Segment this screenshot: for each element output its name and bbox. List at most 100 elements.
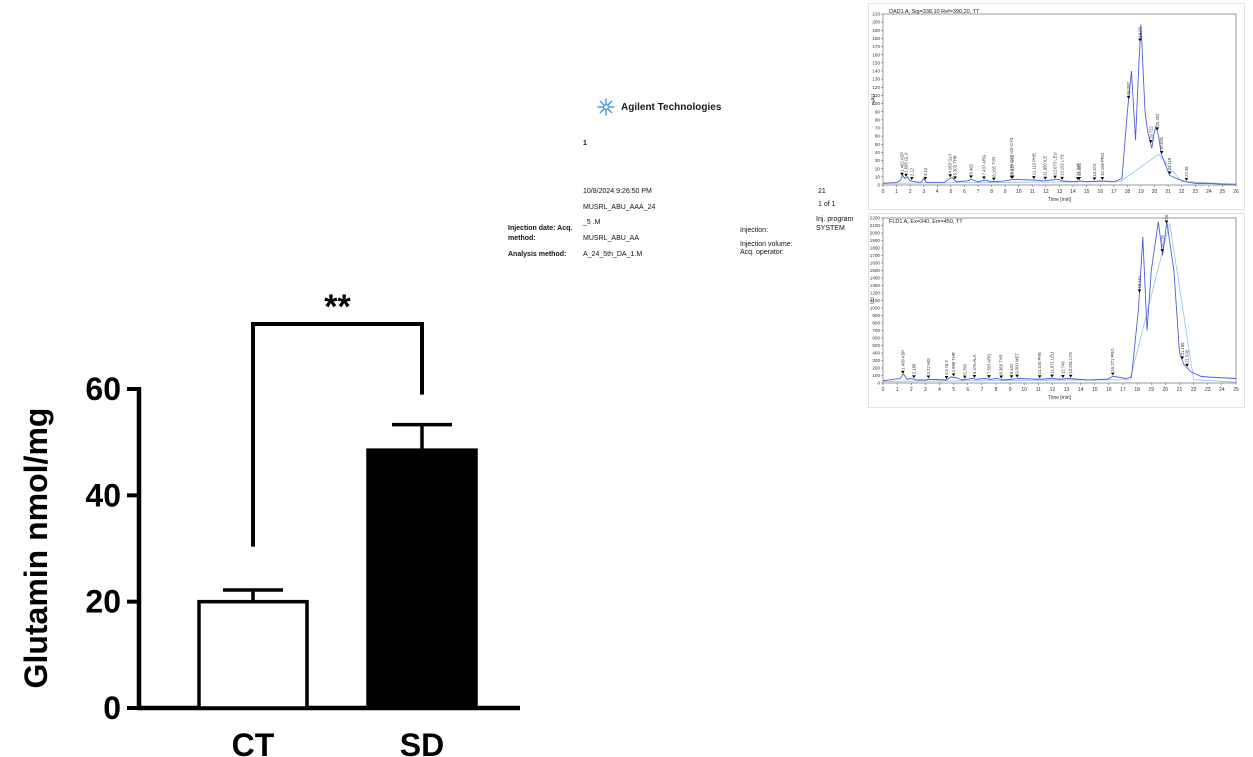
fld-peak-marker [1137,289,1142,293]
fld-x-tick-label: 4 [938,387,941,393]
dad-peak-marker [904,173,908,177]
fld-x-tick-label: 15 [1092,387,1098,393]
dad-x-tick-label: 13 [1057,189,1063,195]
fld-peak-marker [987,375,991,379]
fld-y-tick-label: 1400 [870,276,881,281]
significance-bracket [251,322,424,547]
fld-peak-marker [1110,372,1115,376]
fld-y-tick-label: 2100 [870,223,881,228]
fld-peak-label: 4.5 GLY [944,360,949,375]
agilent-logo: Agilent Technologies [597,98,721,116]
bar-sd [366,448,478,710]
fld-peak-marker [951,373,956,377]
fld-peak-label: 9.102 [1009,363,1014,374]
fld-y-tick-label: 1100 [870,298,880,303]
dad-x-tick-label: 3 [922,189,925,195]
dad-baseline [882,153,1237,185]
dad-x-tick-label: 18 [1125,189,1131,195]
fld-x-tick-label: 19 [1148,387,1154,393]
dad-peak-marker [1060,176,1064,180]
dad-peak-label: 18.93 [1138,26,1143,37]
dad-y-tick-label: 170 [872,44,880,49]
dad-peak-label: 1.402 ASP [900,152,905,172]
fld-x-tick-label: 18 [1134,387,1140,393]
dad-peak-marker [1159,150,1164,154]
fld-x-tick-label: 16 [1106,387,1112,393]
fld-peak-label: 13.291 LYS [1068,352,1073,374]
report-method-label: method: [508,235,536,242]
dad-peak-marker [900,172,904,176]
fld-x-tick-label: 9 [1009,387,1012,393]
dad-peak-label: 5.302 THR [952,155,957,175]
fld-peak-label: 3.22 HIS [926,358,931,375]
fld-peak-label: 21.195 [1180,342,1185,355]
dad-y-tick-label: 60 [875,134,881,139]
fld-x-tick-label: 0 [882,387,885,393]
dad-peak-label: 13.192 LYS [1060,154,1065,176]
dad-peak-marker [1077,176,1082,180]
y-tick-label-60: 60 [85,371,121,407]
fld-x-tick-label: 23 [1205,387,1211,393]
dad-y-tick-label: 130 [872,77,880,82]
dad-peak-marker [1032,176,1036,180]
fld-x-tick-label: 13 [1064,387,1070,393]
dad-x-tick-label: 24 [1206,189,1212,195]
report-acq-method: MUSRL_ABU_AA [583,235,640,242]
fld-peak-marker [1068,374,1073,378]
fld-y-tick-label: 400 [872,351,880,356]
agilent-logo-text: Agilent Technologies [621,101,722,113]
dad-peak-label: 19.722 [1148,126,1153,139]
dad-peak-marker [948,174,953,178]
dad-peak-label: 15.574 [1092,163,1097,176]
dad-peak-marker [909,177,914,181]
fld-peak-marker [972,374,977,378]
fld-y-tick-label: 600 [872,336,880,341]
fld-y-tick-label: 1700 [870,253,881,258]
fld-peak-label: 12.746 [1060,361,1065,374]
dad-x-tick-label: 0 [882,189,885,195]
fld-x-tick-label: 2 [910,387,913,393]
dad-y-tick-label: 50 [875,142,881,147]
dad-y-axis-label: mAU [871,94,877,106]
fld-peak-marker [1050,374,1054,378]
dad-peak-label: 20.202 [1155,113,1160,126]
report-seq-suffix: _5 .M [583,219,601,226]
fld-x-tick-label: 22 [1191,387,1197,393]
fld-y-tick-label: 1300 [870,283,881,288]
fld-y-tick-label: 100 [872,373,880,378]
dad-peak-label: 11.110 PHE [1031,153,1036,175]
fld-peak-label: 19.779 [1160,235,1165,248]
dad-y-tick-label: 80 [875,117,881,122]
fld-x-tick-label: 11 [1036,387,1041,393]
fld-y-axis-label: LU [870,297,876,304]
report-inj-program-value: SYSTEM [816,225,845,232]
dad-peak-marker [992,177,996,181]
dad-peak-marker [1148,140,1153,144]
dad-y-tick-label: 120 [872,85,880,90]
fld-y-tick-label: 1900 [870,238,881,243]
y-axis-label: Glutamin nmol/mg [18,408,54,689]
dad-x-tick-label: 2 [909,189,912,195]
fld-x-tick-label: 10 [1021,387,1027,393]
report-datetime: 10/8/2024 9:26:50 PM [583,188,652,195]
glutamin-bar-chart: 0 20 40 60 Glutamin nmol/mg CT SD ** [18,288,520,757]
fld-x-tick-label: 14 [1078,387,1084,393]
dad-peak-marker [1100,176,1105,180]
fld-peak-marker [912,375,916,379]
fld-peak-label: 1.409 ASP [900,350,905,370]
fld-x-tick-label: 21 [1177,387,1183,393]
fld-y-tick-label: 700 [872,328,880,333]
fld-x-tick-label: 25 [1233,387,1239,393]
fld-x-tick-label: 6 [966,387,969,393]
dad-x-tick-label: 22 [1179,189,1185,195]
x-tick-label-ct: CT [232,727,275,757]
dad-x-tick-label: 23 [1192,189,1198,195]
report-injection-volume-label: Injection volume: [740,241,793,248]
fld-y-tick-label: 200 [872,366,880,371]
fld-peak-label: 5.795 [962,363,967,374]
report-sample-name: MUSRL_ABU_AAA_24 [583,204,656,211]
fld-peak-label: 9.500 MET [1015,353,1020,374]
fld-peak-label: 8.369 TYR [999,355,1004,375]
fld-peak-marker [1009,375,1014,379]
fld-peak-marker [944,376,949,379]
